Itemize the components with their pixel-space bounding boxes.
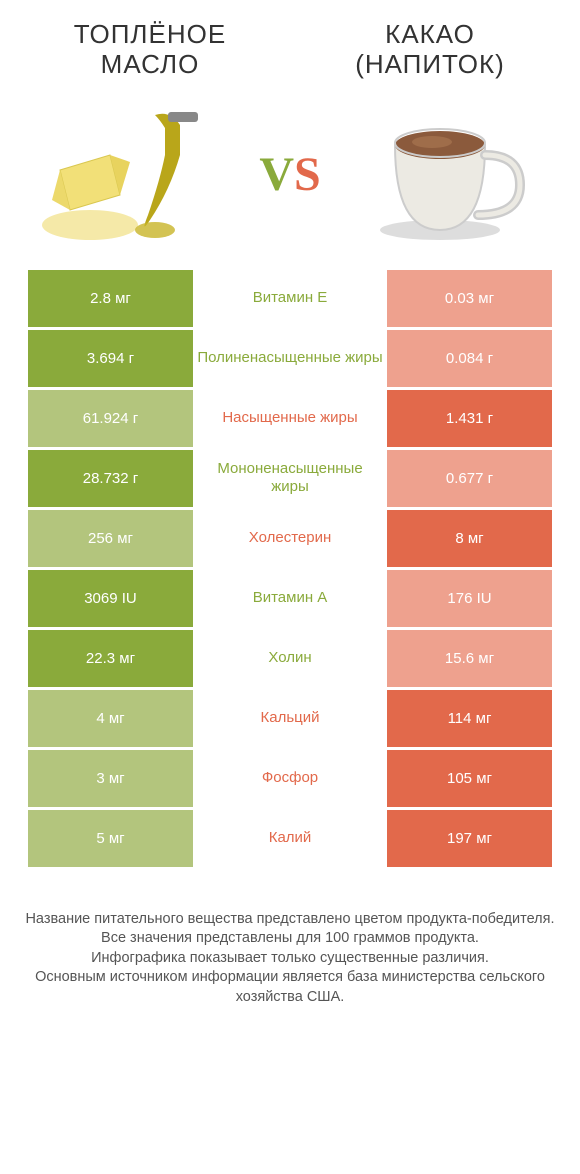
- right-value-cell: 197 мг: [387, 810, 552, 867]
- vs-s: S: [294, 148, 321, 201]
- right-value-cell: 114 мг: [387, 690, 552, 747]
- left-value-cell: 5 мг: [28, 810, 193, 867]
- nutrient-label-cell: Фосфор: [193, 750, 387, 807]
- left-product-title: ТОПЛЁНОЕ МАСЛО: [30, 20, 270, 80]
- footer-line: Все значения представлены для 100 граммо…: [20, 929, 560, 949]
- table-row: 22.3 мгХолин15.6 мг: [28, 630, 552, 687]
- vs-v: V: [259, 148, 294, 201]
- right-value-cell: 15.6 мг: [387, 630, 552, 687]
- nutrient-label-cell: Витамин A: [193, 570, 387, 627]
- table-row: 3069 IUВитамин A176 IU: [28, 570, 552, 627]
- table-row: 61.924 гНасыщенные жиры1.431 г: [28, 390, 552, 447]
- nutrient-label-cell: Мононенасыщенные жиры: [193, 450, 387, 507]
- right-value-cell: 176 IU: [387, 570, 552, 627]
- right-product-title: КАКАО (НАПИТОК): [310, 20, 550, 80]
- footer-line: Основным источником информации является …: [20, 968, 560, 1007]
- table-row: 4 мгКальций114 мг: [28, 690, 552, 747]
- table-row: 256 мгХолестерин8 мг: [28, 510, 552, 567]
- table-row: 5 мгКалий197 мг: [28, 810, 552, 867]
- comparison-table: 2.8 мгВитамин E0.03 мг3.694 гПолиненасыщ…: [0, 270, 580, 867]
- nutrient-label-cell: Насыщенные жиры: [193, 390, 387, 447]
- footer-notes: Название питательного вещества представл…: [0, 870, 580, 1008]
- vs-label: VS: [259, 147, 320, 202]
- right-value-cell: 0.084 г: [387, 330, 552, 387]
- right-value-cell: 105 мг: [387, 750, 552, 807]
- nutrient-label-cell: Полиненасыщенные жиры: [193, 330, 387, 387]
- footer-line: Название питательного вещества представл…: [20, 910, 560, 930]
- table-row: 3.694 гПолиненасыщенные жиры0.084 г: [28, 330, 552, 387]
- nutrient-label-cell: Кальций: [193, 690, 387, 747]
- footer-line: Инфографика показывает только существенн…: [20, 949, 560, 969]
- butter-oil-icon: [40, 100, 220, 250]
- cocoa-mug-icon: [360, 100, 540, 250]
- left-product-image: [40, 100, 220, 250]
- right-product-image: [360, 100, 540, 250]
- left-value-cell: 2.8 мг: [28, 270, 193, 327]
- right-value-cell: 1.431 г: [387, 390, 552, 447]
- left-value-cell: 3 мг: [28, 750, 193, 807]
- nutrient-label-cell: Холестерин: [193, 510, 387, 567]
- left-value-cell: 22.3 мг: [28, 630, 193, 687]
- left-value-cell: 4 мг: [28, 690, 193, 747]
- table-row: 2.8 мгВитамин E0.03 мг: [28, 270, 552, 327]
- left-value-cell: 3.694 г: [28, 330, 193, 387]
- right-value-cell: 8 мг: [387, 510, 552, 567]
- left-value-cell: 256 мг: [28, 510, 193, 567]
- nutrient-label-cell: Холин: [193, 630, 387, 687]
- images-row: VS: [0, 90, 580, 270]
- right-value-cell: 0.03 мг: [387, 270, 552, 327]
- header: ТОПЛЁНОЕ МАСЛО КАКАО (НАПИТОК): [0, 0, 580, 90]
- table-row: 28.732 гМононенасыщенные жиры0.677 г: [28, 450, 552, 507]
- left-value-cell: 61.924 г: [28, 390, 193, 447]
- left-value-cell: 28.732 г: [28, 450, 193, 507]
- left-value-cell: 3069 IU: [28, 570, 193, 627]
- nutrient-label-cell: Калий: [193, 810, 387, 867]
- table-row: 3 мгФосфор105 мг: [28, 750, 552, 807]
- nutrient-label-cell: Витамин E: [193, 270, 387, 327]
- right-value-cell: 0.677 г: [387, 450, 552, 507]
